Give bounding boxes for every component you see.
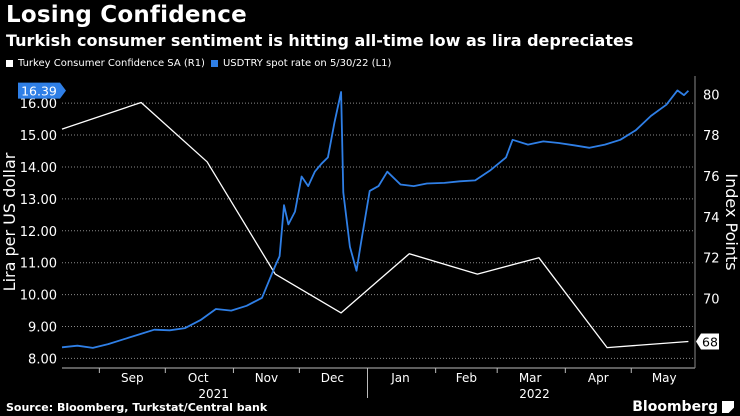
right-tick-label: 80 xyxy=(703,88,720,103)
month-label: Mar xyxy=(519,371,542,385)
brand-logo: Bloomberg xyxy=(632,399,734,415)
right-last-value-label: 68 xyxy=(702,334,718,349)
right-tick-label: 76 xyxy=(703,170,720,185)
legend-item-confidence: Turkey Consumer Confidence SA (R1) xyxy=(6,58,205,69)
brand-name: Bloomberg xyxy=(632,399,718,415)
left-axis-title: Lira per US dollar xyxy=(0,152,19,291)
left-tick-label: 14.00 xyxy=(20,161,57,176)
right-tick-label: 72 xyxy=(703,252,720,267)
chart-legend: Turkey Consumer Confidence SA (R1) USDTR… xyxy=(6,56,397,70)
month-label: Sep xyxy=(121,371,144,385)
right-axis-title: Index Points xyxy=(722,173,740,270)
legend-swatch-confidence xyxy=(6,59,13,67)
left-tick-label: 16.00 xyxy=(20,97,57,112)
legend-label-confidence: Turkey Consumer Confidence SA (R1) xyxy=(18,57,205,69)
month-label: Apr xyxy=(588,371,609,385)
month-label: Oct xyxy=(188,371,209,385)
fx-rate-line xyxy=(61,89,690,349)
left-tick-label: 10.00 xyxy=(20,289,57,304)
chart-title: Losing Confidence xyxy=(6,2,247,28)
right-tick-label: 74 xyxy=(703,211,720,226)
left-last-value-badge xyxy=(18,82,66,99)
year-label: 2022 xyxy=(519,387,550,401)
left-tick-label: 8.00 xyxy=(28,352,57,367)
brand-mark-icon xyxy=(722,401,734,413)
left-tick-label: 11.00 xyxy=(20,257,57,272)
left-tick-label: 9.00 xyxy=(28,321,57,336)
left-tick-label: 12.00 xyxy=(20,225,57,240)
confidence-line xyxy=(61,101,689,349)
left-tick-label: 13.00 xyxy=(20,193,57,208)
legend-item-fx: USDTRY spot rate on 5/30/22 (L1) xyxy=(210,57,392,69)
month-label: Nov xyxy=(255,371,278,385)
month-label: Feb xyxy=(456,371,477,385)
left-tick-label: 15.00 xyxy=(20,129,57,144)
legend-label-fx: USDTRY spot rate on 5/30/22 (L1) xyxy=(222,57,392,69)
month-label: May xyxy=(652,371,677,385)
right-tick-label: 70 xyxy=(703,293,720,308)
right-last-value-badge xyxy=(696,333,719,350)
month-label: Dec xyxy=(321,371,344,385)
chart-subtitle: Turkish consumer sentiment is hitting al… xyxy=(6,31,634,50)
year-label: 2021 xyxy=(198,387,229,401)
month-label: Jan xyxy=(390,371,410,385)
right-tick-label: 78 xyxy=(703,129,720,144)
source-note: Source: Bloomberg, Turkstat/Central bank xyxy=(6,401,268,414)
legend-swatch-fx xyxy=(210,59,218,67)
left-last-value-label: 16.39 xyxy=(21,84,57,99)
